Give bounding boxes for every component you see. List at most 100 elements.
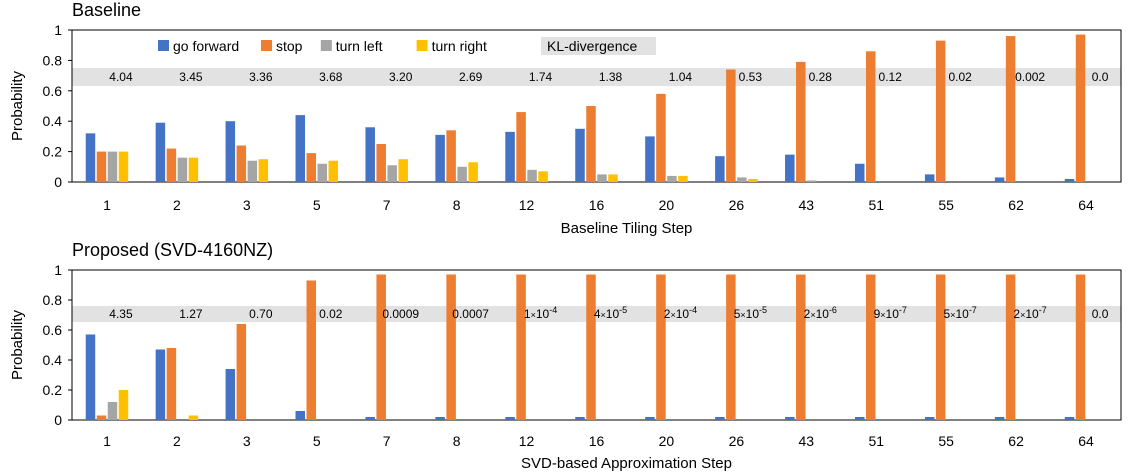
kl-times: ×: [740, 310, 745, 320]
bar-stop: [1005, 36, 1016, 182]
plot-frame: [71, 269, 1122, 421]
kl-value: 0.0007: [452, 307, 489, 321]
bar-stop: [935, 40, 946, 182]
plot-frame: [71, 29, 1122, 183]
kl-value: 0.0009: [382, 307, 419, 321]
bar-go-forward: [85, 133, 96, 182]
kl-value: 5×10-7: [944, 305, 977, 321]
bar-go-forward: [854, 417, 865, 420]
kl-base: 10: [816, 307, 830, 321]
legend-swatch-turn-right: [416, 40, 428, 51]
kl-value: 2.69: [459, 70, 483, 84]
bar-stop: [166, 148, 177, 182]
x-tick-label: 7: [383, 433, 391, 449]
bar-stop: [1005, 274, 1016, 420]
bar-stop: [236, 145, 247, 182]
legend-swatch-go-forward: [158, 40, 169, 51]
x-tick-label: 62: [1008, 197, 1024, 213]
kl-value: 3.36: [249, 70, 273, 84]
bar-turn-left: [107, 402, 118, 420]
bar-turn-right: [468, 162, 478, 182]
bar-stop: [656, 93, 666, 182]
chart-title: Proposed (SVD-4160NZ): [72, 240, 273, 260]
bar-go-forward: [1064, 178, 1075, 182]
y-tick-label: 0.4: [43, 113, 63, 129]
bar-turn-left: [597, 174, 607, 182]
bar-go-forward: [575, 128, 585, 182]
y-tick-label: 0.2: [43, 144, 63, 160]
kl-value: 0.02: [319, 307, 343, 321]
bar-stop: [306, 280, 317, 420]
bar-go-forward: [994, 177, 1005, 182]
bar-go-forward: [365, 417, 375, 420]
bar-go-forward: [295, 411, 306, 420]
x-tick-label: 64: [1078, 197, 1094, 213]
bar-go-forward: [854, 163, 865, 182]
legend-kl-label: KL-divergence: [547, 38, 637, 54]
kl-mantissa: 4: [594, 307, 601, 321]
bar-turn-right: [188, 157, 199, 182]
kl-base: 10: [886, 307, 900, 321]
bar-turn-left: [317, 163, 328, 182]
y-axis-label: Probability: [9, 70, 26, 141]
kl-mantissa: 5: [944, 307, 951, 321]
bar-go-forward: [225, 369, 236, 420]
x-tick-label: 7: [383, 197, 391, 213]
legend-kl-swatch: [541, 37, 656, 55]
kl-times: ×: [810, 310, 815, 320]
kl-value: 1.04: [669, 70, 693, 84]
x-axis-label: SVD-based Approximation Step: [521, 455, 732, 472]
x-tick-label: 1: [103, 433, 111, 449]
kl-mantissa: 2: [664, 307, 671, 321]
legend-swatch-stop: [261, 40, 272, 51]
kl-value: 0.28: [809, 70, 833, 84]
kl-exponent: -7: [899, 305, 907, 315]
bar-go-forward: [785, 154, 795, 182]
kl-base: 10: [1025, 307, 1039, 321]
bar-stop: [1075, 34, 1086, 183]
y-tick-label: 0.4: [43, 352, 63, 368]
bar-go-forward: [435, 417, 445, 420]
bar-go-forward: [155, 122, 166, 182]
bar-go-forward: [715, 156, 725, 182]
kl-exponent: -4: [549, 305, 557, 315]
bar-turn-right: [538, 171, 548, 182]
bar-turn-left: [807, 180, 817, 182]
kl-value: 0.02: [948, 70, 972, 84]
kl-value: 4×10-5: [594, 305, 627, 321]
bar-go-forward: [225, 121, 236, 182]
bar-turn-right: [118, 390, 129, 420]
kl-times: ×: [1020, 310, 1025, 320]
bar-go-forward: [994, 417, 1005, 420]
bar-go-forward: [924, 417, 935, 420]
bar-turn-right: [678, 175, 688, 182]
legend-label: turn right: [432, 38, 487, 54]
kl-exponent: -5: [619, 305, 627, 315]
y-tick-label: 1: [54, 22, 62, 38]
panel-proposed: Proposed (SVD-4160NZ) 0 0.2 0.4 0.6 0.8 1 Proba…: [9, 240, 1122, 472]
bar-stop: [376, 274, 386, 420]
x-tick-label: 51: [868, 433, 884, 449]
x-tick-label: 12: [519, 197, 535, 213]
kl-times: ×: [880, 310, 885, 320]
bar-turn-right: [608, 174, 618, 182]
panel-baseline: Baseline 0 0.2 0.4 0.6 0.8 1 Probability 1 4.04 2 3…: [9, 0, 1122, 237]
kl-base: 10: [676, 307, 690, 321]
bar-stop: [376, 144, 386, 182]
bar-go-forward: [924, 174, 935, 182]
x-tick-label: 43: [799, 197, 815, 213]
x-tick-label: 2: [173, 433, 181, 449]
kl-mantissa: 9: [874, 307, 881, 321]
kl-exponent: -7: [1039, 305, 1047, 315]
bar-go-forward: [505, 417, 515, 420]
x-tick-label: 2: [173, 197, 181, 213]
bar-go-forward: [155, 349, 166, 420]
x-tick-label: 12: [519, 433, 535, 449]
x-tick-label: 43: [799, 433, 815, 449]
bar-turn-left: [177, 157, 188, 182]
legend-swatch-turn-left: [320, 40, 332, 51]
x-tick-label: 5: [313, 433, 321, 449]
x-tick-label: 20: [659, 197, 675, 213]
y-tick-label: 0.8: [43, 52, 63, 68]
